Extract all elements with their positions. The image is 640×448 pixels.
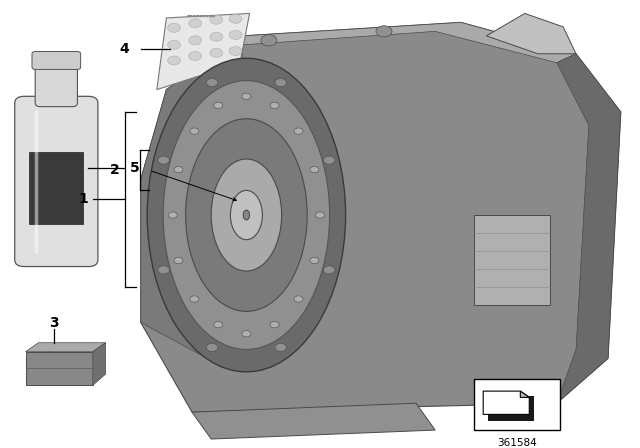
Polygon shape xyxy=(26,352,93,385)
Ellipse shape xyxy=(214,102,223,108)
Ellipse shape xyxy=(310,257,319,263)
Text: 1: 1 xyxy=(78,192,88,207)
Ellipse shape xyxy=(243,210,250,220)
Polygon shape xyxy=(520,391,529,397)
Ellipse shape xyxy=(206,78,218,86)
Ellipse shape xyxy=(229,14,242,23)
Ellipse shape xyxy=(163,81,330,349)
Ellipse shape xyxy=(211,159,282,271)
Ellipse shape xyxy=(229,30,242,39)
Ellipse shape xyxy=(190,296,199,302)
Text: 4: 4 xyxy=(120,42,129,56)
Ellipse shape xyxy=(158,266,170,274)
Ellipse shape xyxy=(168,23,180,32)
Polygon shape xyxy=(157,13,250,90)
Ellipse shape xyxy=(147,58,346,372)
Ellipse shape xyxy=(189,36,202,45)
Ellipse shape xyxy=(210,48,226,59)
Ellipse shape xyxy=(294,296,303,302)
FancyBboxPatch shape xyxy=(35,64,77,107)
Ellipse shape xyxy=(168,56,180,65)
Polygon shape xyxy=(243,22,576,63)
Bar xyxy=(474,379,560,430)
Ellipse shape xyxy=(210,15,223,24)
Ellipse shape xyxy=(189,19,202,28)
Ellipse shape xyxy=(310,167,319,173)
Ellipse shape xyxy=(261,34,277,46)
Text: ■■■■■■■■■: ■■■■■■■■■ xyxy=(187,14,216,17)
Ellipse shape xyxy=(376,26,392,37)
Ellipse shape xyxy=(210,32,223,41)
Ellipse shape xyxy=(158,156,170,164)
Ellipse shape xyxy=(168,40,180,49)
Ellipse shape xyxy=(275,78,287,86)
Ellipse shape xyxy=(275,344,287,352)
Ellipse shape xyxy=(174,167,183,173)
Ellipse shape xyxy=(242,93,251,99)
FancyBboxPatch shape xyxy=(15,96,98,267)
Ellipse shape xyxy=(294,128,303,134)
Ellipse shape xyxy=(210,48,223,57)
Ellipse shape xyxy=(270,102,279,108)
Polygon shape xyxy=(483,391,529,414)
Ellipse shape xyxy=(229,47,242,56)
Bar xyxy=(29,152,83,224)
Polygon shape xyxy=(93,343,106,385)
Text: 3: 3 xyxy=(49,316,60,331)
Ellipse shape xyxy=(230,190,262,240)
FancyBboxPatch shape xyxy=(32,52,81,69)
Polygon shape xyxy=(192,403,435,439)
Ellipse shape xyxy=(242,331,251,337)
Ellipse shape xyxy=(174,257,183,263)
Ellipse shape xyxy=(270,322,279,328)
Polygon shape xyxy=(486,13,576,54)
Text: 2: 2 xyxy=(110,163,120,177)
Ellipse shape xyxy=(168,212,177,218)
Bar xyxy=(488,396,534,421)
Ellipse shape xyxy=(190,128,199,134)
Ellipse shape xyxy=(316,212,324,218)
Ellipse shape xyxy=(186,119,307,311)
Ellipse shape xyxy=(323,156,335,164)
Ellipse shape xyxy=(189,52,202,60)
Ellipse shape xyxy=(323,266,335,274)
Polygon shape xyxy=(141,36,243,367)
Polygon shape xyxy=(557,54,621,403)
Ellipse shape xyxy=(206,344,218,352)
Bar xyxy=(474,215,550,305)
Ellipse shape xyxy=(214,322,223,328)
Polygon shape xyxy=(141,22,621,412)
Text: 361584: 361584 xyxy=(497,438,537,448)
Text: 5: 5 xyxy=(129,161,140,175)
Polygon shape xyxy=(26,343,106,352)
